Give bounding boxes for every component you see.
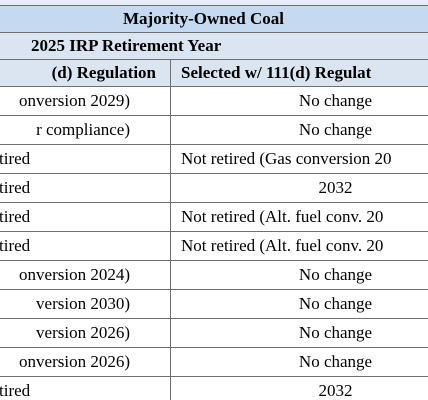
- table-cell: onversion 2029): [0, 86, 171, 116]
- table-cell: r compliance): [0, 115, 171, 145]
- column-header-selected: Selected w/ 111(d) Regulat: [169, 59, 428, 87]
- table-row: tired Not retired (Alt. fuel conv. 20: [0, 202, 428, 232]
- table-cell: tired: [0, 231, 171, 261]
- table-cell: 2032: [169, 376, 428, 400]
- table-cell: Not retired (Gas conversion 20: [169, 144, 428, 174]
- subtitle-row: 2025 IRP Retirement Year: [0, 32, 428, 60]
- column-header-row: (d) Regulation Selected w/ 111(d) Regula…: [0, 59, 428, 87]
- table-cell: version 2030): [0, 289, 171, 319]
- column-header-regulation: (d) Regulation: [0, 59, 171, 87]
- table-cell: tired: [0, 202, 171, 232]
- table-cell: 2032: [169, 173, 428, 203]
- table-row: version 2026) No change: [0, 318, 428, 348]
- table-row: onversion 2029) No change: [0, 86, 428, 116]
- title-row: Majority-Owned Coal: [0, 5, 428, 33]
- table-cell: tired: [0, 144, 171, 174]
- table-cell: No change: [169, 115, 428, 145]
- table-cell: No change: [169, 260, 428, 290]
- table-title: Majority-Owned Coal: [0, 5, 428, 33]
- table-row: tired 2032: [0, 376, 428, 400]
- table-cell: No change: [169, 347, 428, 377]
- table-cell: No change: [169, 86, 428, 116]
- table-cell: version 2026): [0, 318, 171, 348]
- table-cell: No change: [169, 289, 428, 319]
- table-cell: onversion 2026): [0, 347, 171, 377]
- table-cell: tired: [0, 376, 171, 400]
- table-row: onversion 2026) No change: [0, 347, 428, 377]
- table-row: onversion 2024) No change: [0, 260, 428, 290]
- table-row: tired Not retired (Alt. fuel conv. 20: [0, 231, 428, 261]
- table-cell: Not retired (Alt. fuel conv. 20: [169, 202, 428, 232]
- table-row: tired 2032: [0, 173, 428, 203]
- table-cell: tired: [0, 173, 171, 203]
- table-cell: No change: [169, 318, 428, 348]
- table-subtitle: 2025 IRP Retirement Year: [0, 32, 428, 60]
- table-cell: Not retired (Alt. fuel conv. 20: [169, 231, 428, 261]
- table-cell: onversion 2024): [0, 260, 171, 290]
- table-row: tired Not retired (Gas conversion 20: [0, 144, 428, 174]
- table-row: version 2030) No change: [0, 289, 428, 319]
- retirement-table: Majority-Owned Coal 2025 IRP Retirement …: [0, 5, 428, 400]
- table-row: r compliance) No change: [0, 115, 428, 145]
